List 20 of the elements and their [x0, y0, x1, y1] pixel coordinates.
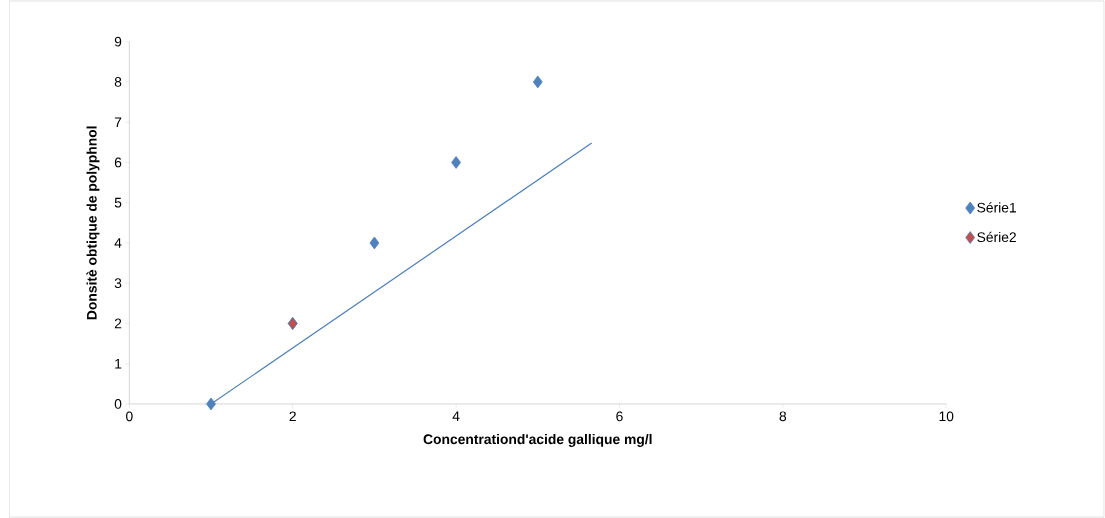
legend-label: Série2 — [977, 231, 1016, 243]
y-tick-label: 3 — [114, 278, 122, 289]
y-tick-label: 8 — [114, 76, 122, 87]
y-tick-label: 2 — [114, 318, 122, 329]
x-tick-label: 4 — [452, 411, 460, 421]
x-tick-label: 0 — [126, 411, 133, 422]
y-tick-label: 7 — [114, 117, 122, 127]
x-tick-label: 10 — [939, 411, 954, 422]
x-tick-label: 8 — [779, 411, 787, 422]
y-tick-label: 0 — [114, 398, 122, 409]
y-tick-label: 1 — [115, 358, 122, 369]
y-tick-label: 6 — [114, 157, 122, 168]
x-tick-label: 2 — [289, 411, 296, 422]
legend-label: Série1 — [977, 202, 1016, 213]
y-tick-label: 4 — [114, 238, 122, 248]
y-axis-title: Donsitè obtique de polyphnol — [86, 126, 100, 320]
x-axis-title: Concentrationd'acide gallique mg/l — [423, 433, 652, 447]
y-tick-label: 9 — [114, 36, 122, 47]
y-tick-label: 5 — [114, 197, 122, 208]
x-tick-label: 6 — [616, 411, 623, 422]
